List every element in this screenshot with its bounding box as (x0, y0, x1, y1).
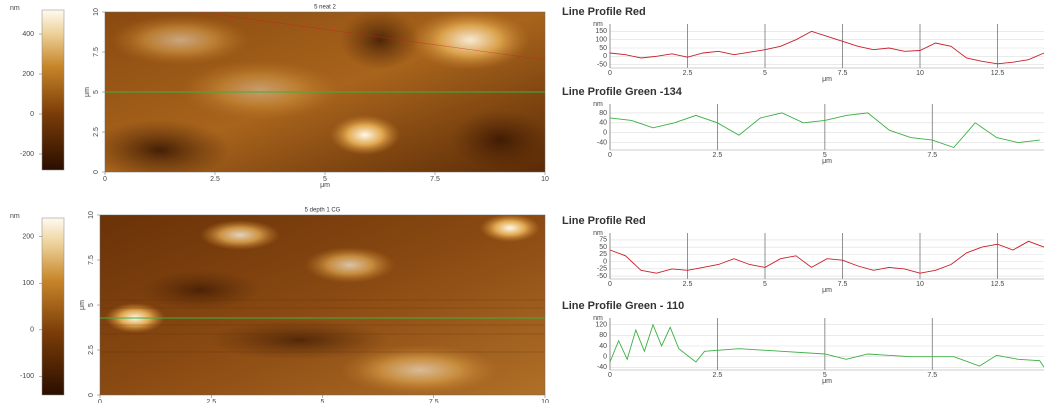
y-axis-label: nm (593, 101, 603, 108)
y-tick-label: 0 (88, 393, 95, 397)
y-tick-label: 0 (93, 170, 100, 174)
x-axis-label: μm (822, 158, 832, 165)
y-axis-label: nm (593, 21, 603, 28)
image-title: 5 neat 2 (314, 5, 336, 11)
x-tick-label: 2.5 (713, 372, 723, 379)
x-tick-label: 2.5 (206, 399, 216, 403)
y-axis-label: nm (593, 315, 603, 322)
x-tick-label: 0 (608, 152, 612, 159)
x-tick-label: 7.5 (430, 176, 440, 183)
x-tick-label: 0 (98, 399, 102, 403)
y-tick-label: 40 (599, 343, 607, 350)
y-tick-label: -25 (597, 266, 607, 273)
x-axis-label: μm (822, 378, 832, 385)
colorbar-tick-label: -200 (20, 151, 34, 158)
y-tick-label: 2.5 (93, 127, 100, 137)
colorbar-label: nm (10, 213, 20, 220)
y-tick-label: 100 (595, 37, 607, 44)
x-tick-label: 12.5 (991, 70, 1005, 77)
x-tick-label: 5 (823, 372, 827, 379)
afm-image (100, 215, 545, 395)
y-tick-label: -40 (597, 139, 607, 146)
colorbar (41, 217, 65, 396)
y-tick-label: 0 (603, 130, 607, 137)
x-tick-label: 0 (608, 281, 612, 288)
image-title: 5 depth 1 CG (305, 208, 341, 214)
y-axis-label: μm (84, 87, 91, 97)
colorbar-tick-label: 0 (30, 327, 34, 334)
profile-title: Line Profile Green - 110 (562, 300, 684, 312)
colorbar-tick-label: 0 (30, 111, 34, 118)
y-tick-label: 0 (603, 354, 607, 361)
x-tick-label: 7.5 (927, 152, 937, 159)
x-tick-label: 2.5 (683, 70, 693, 77)
y-tick-label: 50 (599, 45, 607, 52)
profile-title: Line Profile Red (562, 215, 646, 227)
x-tick-label: 5 (321, 399, 325, 403)
y-tick-label: 10 (93, 8, 100, 16)
x-axis-label: μm (822, 76, 832, 83)
y-tick-label: 5 (88, 303, 95, 307)
x-tick-label: 0 (608, 70, 612, 77)
x-tick-label: 5 (763, 70, 767, 77)
y-tick-label: 0 (603, 258, 607, 265)
y-tick-label: 25 (599, 251, 607, 258)
y-axis-label: μm (79, 300, 86, 310)
profile-line (609, 30, 1045, 65)
x-tick-label: 7.5 (838, 281, 848, 288)
x-tick-label: 2.5 (683, 281, 693, 288)
y-tick-label: 7.5 (93, 47, 100, 57)
x-tick-label: 0 (103, 176, 107, 183)
x-tick-label: 7.5 (838, 70, 848, 77)
x-tick-label: 5 (323, 176, 327, 183)
y-tick-label: 75 (599, 237, 607, 244)
y-axis-label: nm (593, 230, 603, 237)
y-tick-label: 80 (599, 332, 607, 339)
x-tick-label: 7.5 (429, 399, 439, 403)
x-tick-label: 10 (916, 70, 924, 77)
y-tick-label: 7.5 (88, 255, 95, 265)
profile-title: Line Profile Green -134 (562, 86, 683, 98)
x-tick-label: 12.5 (991, 281, 1005, 288)
x-tick-label: 2.5 (713, 152, 723, 159)
x-axis-label: μm (320, 182, 330, 189)
y-tick-label: 120 (595, 322, 607, 329)
colorbar (41, 9, 65, 171)
x-tick-label: 7.5 (927, 372, 937, 379)
y-tick-label: 10 (88, 211, 95, 219)
x-tick-label: 10 (541, 399, 549, 403)
x-tick-label: 2.5 (210, 176, 220, 183)
y-tick-label: 5 (93, 90, 100, 94)
x-tick-label: 0 (608, 372, 612, 379)
profile-line (609, 323, 1045, 368)
y-tick-label: 0 (603, 53, 607, 60)
colorbar-tick-label: 100 (22, 280, 34, 287)
y-tick-label: 2.5 (88, 345, 95, 355)
profile-line (609, 112, 1040, 149)
colorbar-tick-label: -100 (20, 373, 34, 380)
x-tick-label: 5 (823, 152, 827, 159)
y-tick-label: 50 (599, 244, 607, 251)
y-tick-label: -50 (597, 273, 607, 280)
afm-image (105, 12, 545, 172)
colorbar-label: nm (10, 5, 20, 12)
x-tick-label: 5 (763, 281, 767, 288)
profile-line (609, 240, 1045, 274)
x-axis-label: μm (822, 287, 832, 294)
colorbar-tick-label: 200 (22, 71, 34, 78)
y-tick-label: -40 (597, 364, 607, 371)
colorbar-tick-label: 200 (22, 233, 34, 240)
y-tick-label: 150 (595, 28, 607, 35)
x-tick-label: 10 (916, 281, 924, 288)
x-tick-label: 10 (541, 176, 549, 183)
profile-title: Line Profile Red (562, 6, 646, 18)
y-tick-label: 40 (599, 120, 607, 127)
y-tick-label: 80 (599, 110, 607, 117)
colorbar-tick-label: 400 (22, 31, 34, 38)
y-tick-label: -50 (597, 62, 607, 69)
